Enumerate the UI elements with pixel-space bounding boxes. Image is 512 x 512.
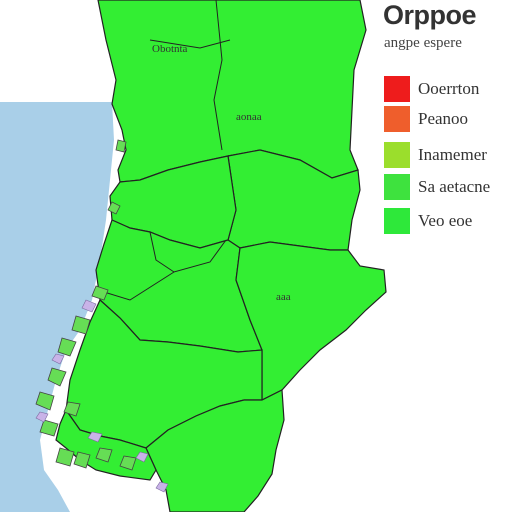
legend-swatch bbox=[384, 174, 410, 200]
legend-label: Sa aetacne bbox=[418, 177, 491, 196]
region-border bbox=[149, 39, 231, 49]
coast-islands-violet bbox=[35, 299, 169, 493]
land-region-south bbox=[145, 389, 285, 512]
legend-swatch bbox=[384, 208, 410, 234]
legend-swatch bbox=[384, 106, 410, 132]
region-border bbox=[103, 271, 175, 301]
coast-islands bbox=[35, 139, 137, 471]
region-border bbox=[213, 0, 223, 151]
legend-subtitle: angpe espere bbox=[384, 35, 462, 51]
legend-item: Ooerrton bbox=[384, 76, 512, 102]
region-label: aaa bbox=[276, 291, 291, 303]
region-label: aonaa bbox=[236, 111, 262, 123]
legend-title: Orppoe bbox=[383, 0, 477, 30]
legend-item: Veo eoe bbox=[384, 208, 512, 234]
legend-label: Ooerrton bbox=[418, 79, 480, 98]
legend-label: Inamemer bbox=[418, 145, 487, 164]
legend-label: Veo eoe bbox=[418, 211, 473, 230]
land-region-east bbox=[235, 241, 387, 401]
legend-item: Sa aetacne bbox=[384, 174, 512, 200]
legend-swatch bbox=[384, 142, 410, 168]
legend-swatch bbox=[384, 76, 410, 102]
legend-item: Inamemer bbox=[384, 142, 512, 168]
legend-label: Peanoo bbox=[418, 109, 469, 128]
legend-item: Peanoo bbox=[384, 106, 512, 132]
sea-area bbox=[0, 102, 114, 512]
region-label: Obotnta bbox=[152, 43, 188, 55]
